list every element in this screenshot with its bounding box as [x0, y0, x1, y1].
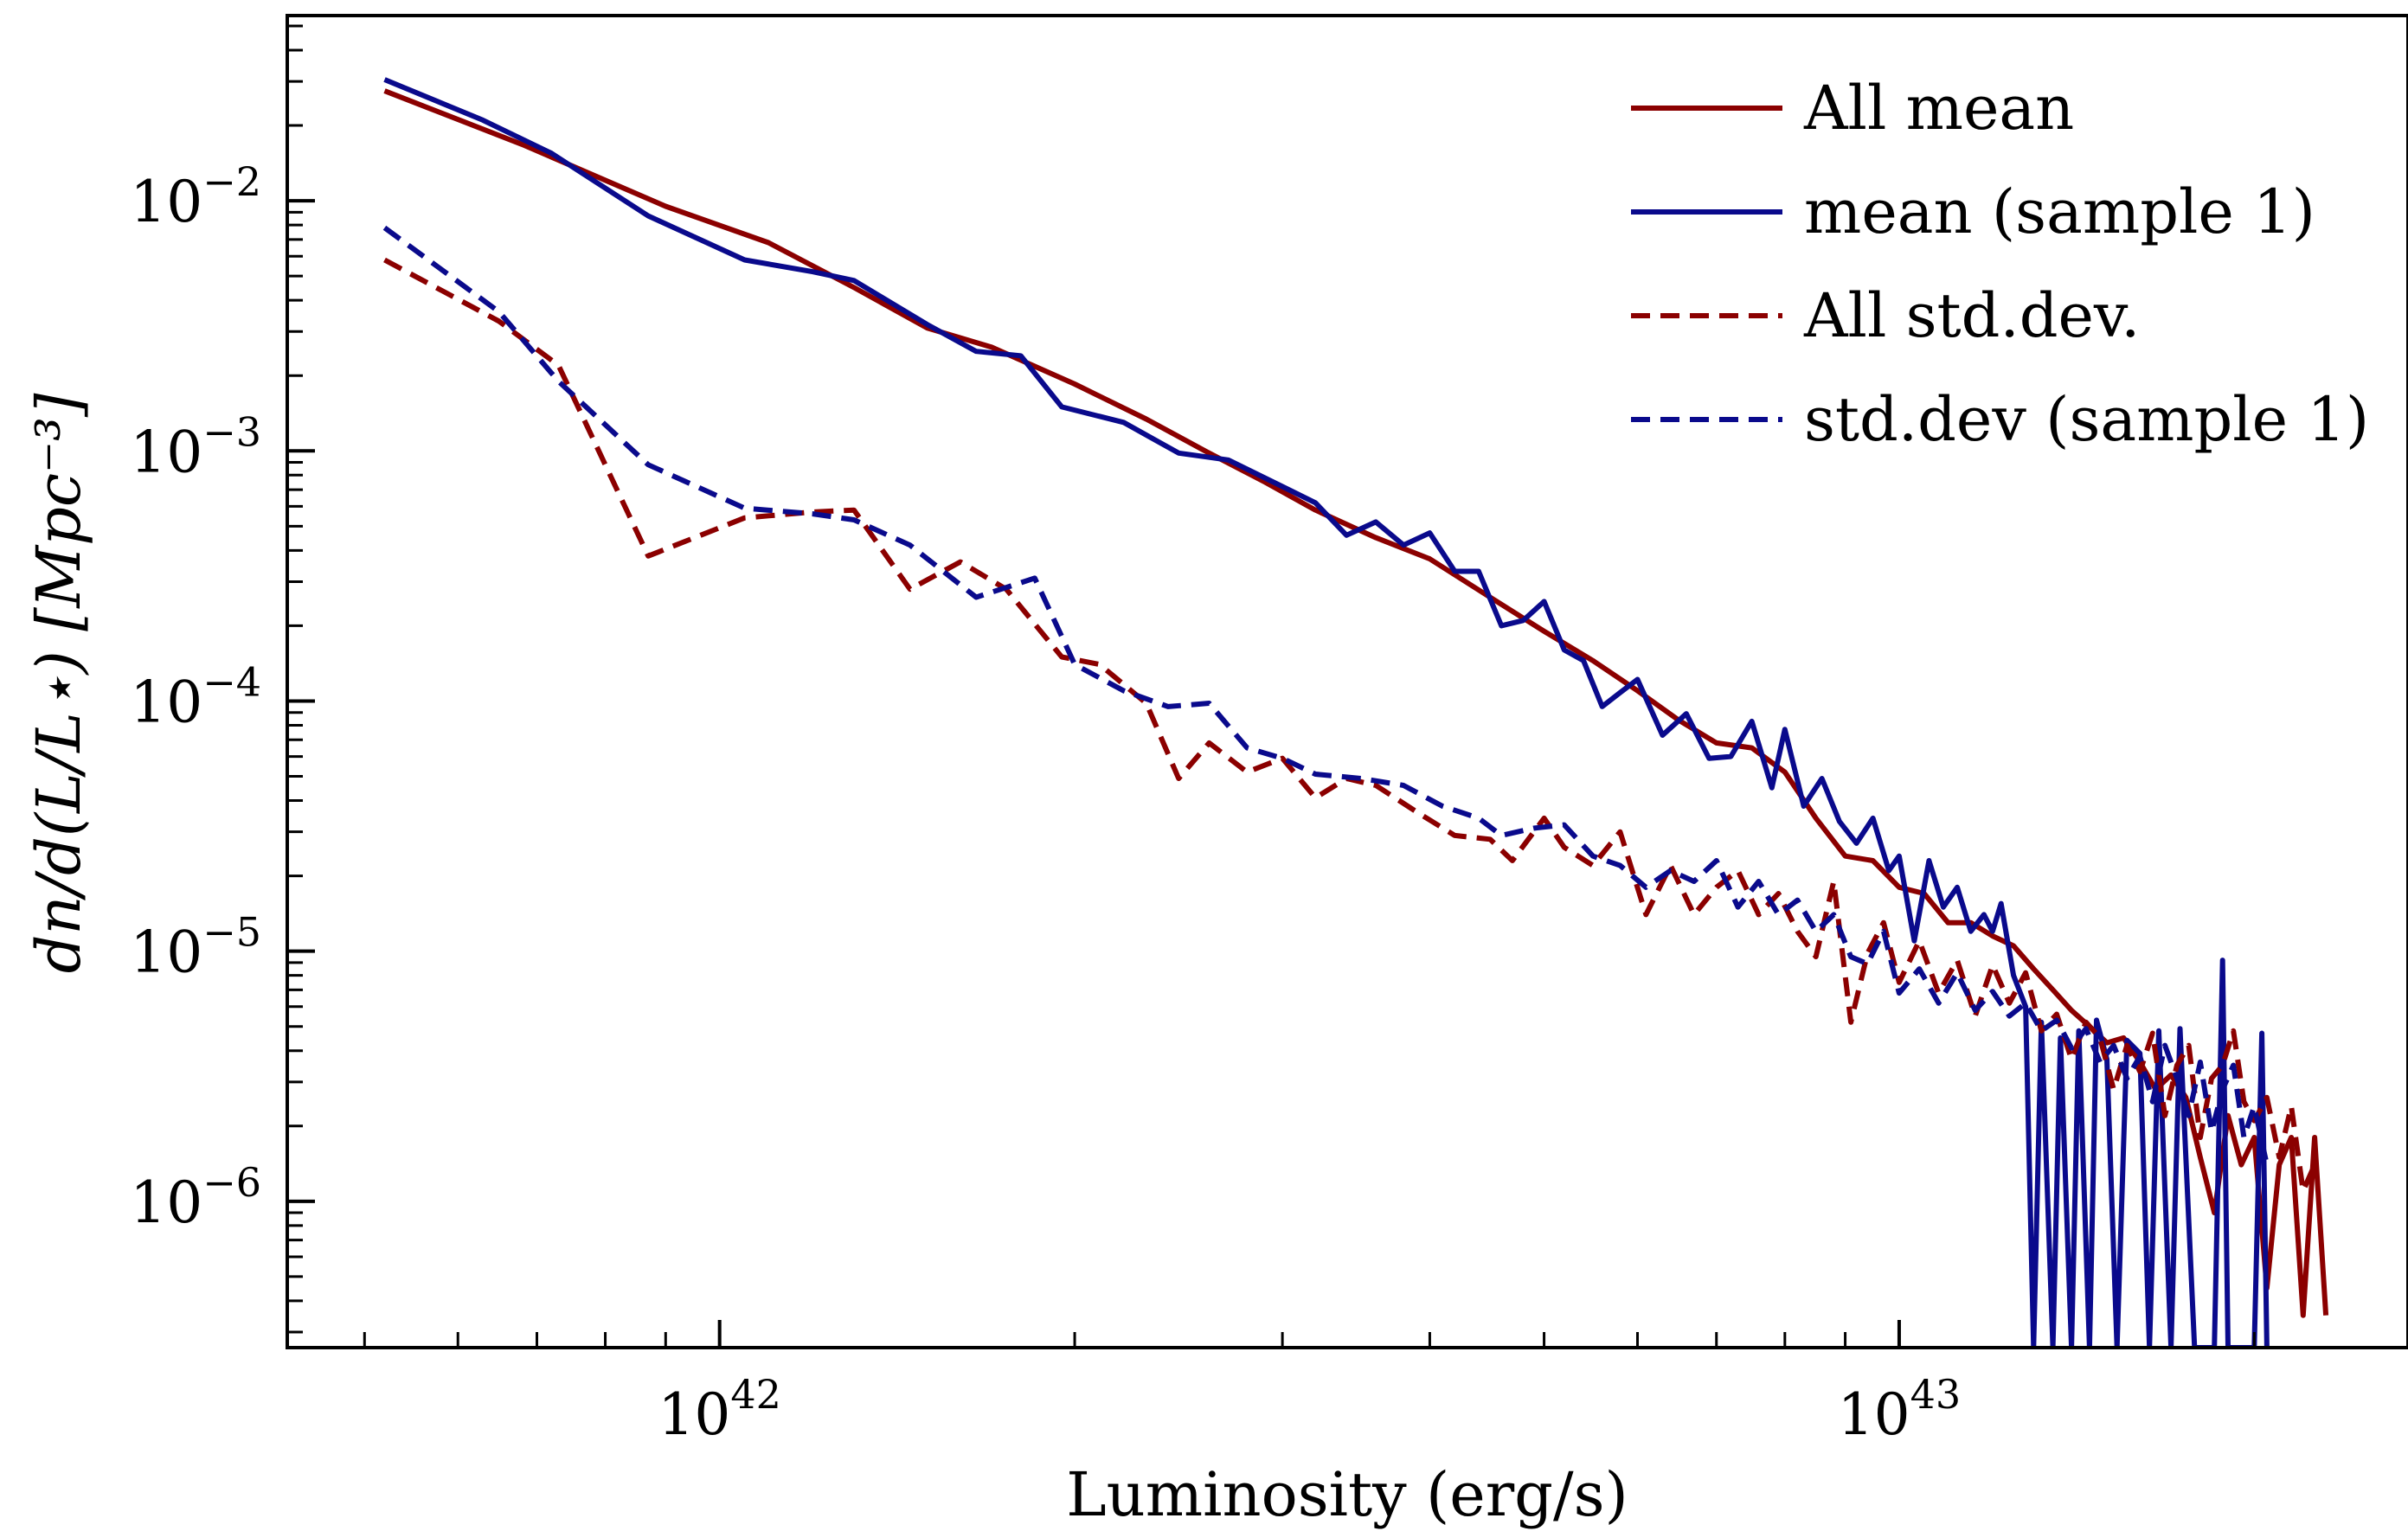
- series-line-2: [383, 77, 2270, 1348]
- legend-label-1: All mean: [1803, 73, 2074, 144]
- legend-label-2: mean (sample 1): [1804, 176, 2315, 247]
- legend-label-3: All std.dev.: [1803, 280, 2140, 351]
- series-line-1: [383, 88, 2329, 1318]
- plot-area: [286, 14, 2408, 1349]
- ticks-layer: 1042 1043 10−2 10−3 10−4 10−5 10−6: [130, 24, 2256, 1448]
- x-tick-label: 1043: [1838, 1371, 1962, 1448]
- y-axis-label: dn/d(L/L⋆) [Mpc⁻³]: [23, 393, 94, 974]
- plot-frame: [286, 14, 2408, 1349]
- series-layer: [382, 77, 2329, 1348]
- x-tick-label: 1042: [658, 1371, 781, 1448]
- y-tick-label: 10−6: [130, 1159, 261, 1236]
- legend-label-4: std.dev (sample 1): [1804, 384, 2369, 455]
- y-tick-label: 10−4: [130, 658, 261, 735]
- y-tick-label: 10−2: [130, 158, 261, 235]
- legend: All mean mean (sample 1) All std.dev. std.d…: [1631, 73, 2369, 455]
- y-tick-label: 10−5: [130, 909, 261, 986]
- series-line-4: [382, 225, 2270, 1166]
- x-axis-label: Luminosity (erg/s): [1066, 1459, 1628, 1530]
- y-tick-label: 10−3: [130, 408, 261, 485]
